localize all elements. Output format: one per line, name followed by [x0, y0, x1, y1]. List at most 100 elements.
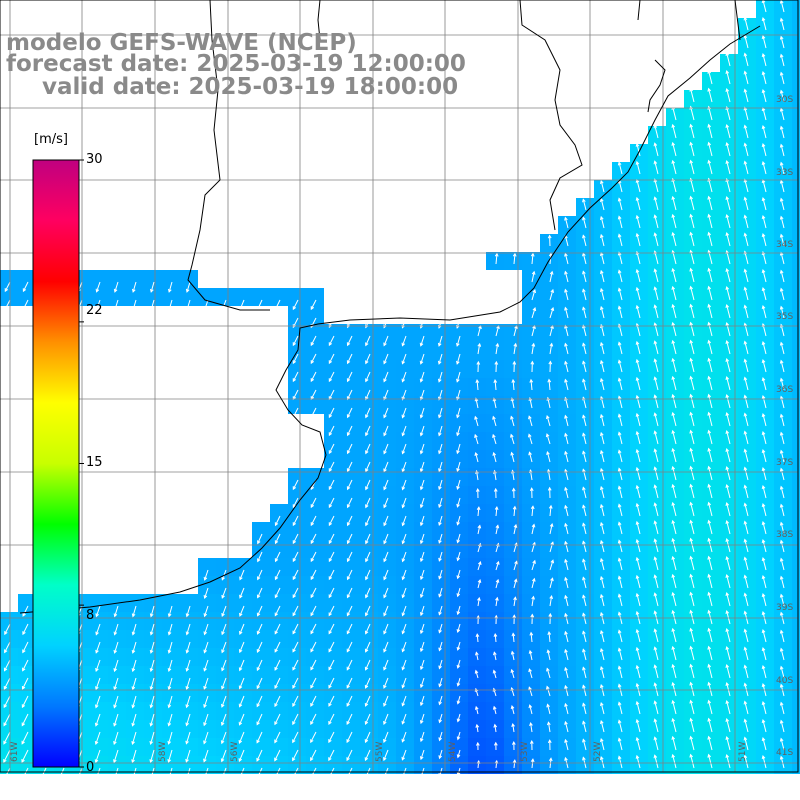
wind-arrow — [274, 587, 281, 598]
wind-arrow — [513, 597, 516, 607]
speed-cell — [414, 486, 432, 504]
wind-arrow — [654, 701, 659, 715]
wind-arrow — [310, 677, 317, 689]
wind-arrow — [564, 541, 569, 553]
speed-cell — [396, 522, 414, 540]
wind-arrowhead — [437, 396, 442, 401]
wind-arrow — [690, 682, 695, 697]
speed-cell — [792, 666, 800, 684]
wind-arrowhead — [149, 649, 154, 654]
wind-arrow — [708, 466, 713, 481]
speed-cell — [252, 612, 270, 630]
wind-arrowhead — [653, 502, 658, 507]
wind-arrowhead — [550, 306, 555, 311]
speed-cell — [162, 684, 180, 702]
wind-arrowhead — [438, 450, 442, 455]
wind-arrow — [780, 756, 785, 769]
wind-arrowhead — [292, 757, 296, 762]
wind-arrow — [564, 217, 569, 229]
speed-cell — [342, 342, 360, 360]
wind-arrow — [762, 521, 767, 535]
wind-arrow — [744, 521, 749, 535]
wind-arrow — [95, 713, 101, 726]
wind-arrow — [636, 737, 641, 751]
wind-arrow — [457, 605, 461, 615]
wind-arrowhead — [689, 429, 694, 434]
lon-label-55w: 55W — [375, 741, 385, 762]
wind-arrowhead — [131, 631, 136, 636]
wind-arrowhead — [494, 360, 499, 365]
speed-cell — [504, 360, 522, 378]
speed-cell — [486, 540, 504, 558]
wind-arrow — [475, 652, 479, 661]
wind-arrowhead — [438, 575, 442, 580]
wind-arrow — [438, 695, 443, 705]
wind-arrowhead — [513, 342, 518, 347]
speed-cell — [540, 576, 558, 594]
speed-cell — [378, 522, 396, 540]
speed-cell — [432, 684, 450, 702]
wind-speed-field — [0, 0, 800, 774]
speed-cell — [360, 324, 378, 342]
wind-arrow — [346, 695, 353, 707]
wind-arrow — [636, 575, 641, 589]
wind-arrowhead — [689, 483, 694, 488]
wind-arrow — [310, 407, 317, 418]
wind-arrow — [780, 324, 785, 337]
speed-cell — [126, 612, 144, 630]
wind-arrowhead — [185, 288, 190, 293]
wind-arrow — [618, 162, 623, 175]
speed-cell — [360, 612, 378, 630]
speed-cell — [540, 270, 558, 288]
wind-arrowhead — [635, 376, 640, 381]
wind-arrow — [726, 304, 731, 319]
wind-arrowhead — [346, 450, 351, 455]
wind-arrowhead — [401, 342, 406, 347]
wind-arrow — [744, 251, 749, 265]
wind-arrow — [513, 307, 518, 319]
wind-arrow — [150, 659, 155, 672]
wind-arrowhead — [510, 705, 515, 710]
wind-arrow — [511, 398, 515, 409]
speed-cell — [90, 288, 108, 306]
wind-arrow — [204, 605, 209, 617]
wind-arrow — [203, 659, 209, 671]
wind-arrow — [582, 649, 587, 661]
wind-arrow — [582, 739, 587, 751]
wind-arrowhead — [419, 666, 424, 671]
wind-arrowhead — [256, 721, 260, 726]
wind-arrowhead — [401, 396, 406, 401]
wind-arrow — [513, 760, 516, 769]
speed-cell — [378, 450, 396, 468]
wind-arrowhead — [582, 270, 586, 275]
wind-arrow — [654, 179, 659, 193]
speed-cell — [288, 720, 306, 738]
wind-arrow — [221, 731, 227, 744]
wind-arrowhead — [743, 214, 748, 219]
wind-arrowhead — [725, 645, 730, 651]
wind-arrowhead — [383, 739, 387, 744]
wind-arrow — [275, 515, 281, 526]
colorbar-tick-15: 15 — [86, 455, 103, 470]
wind-arrowhead — [21, 704, 26, 709]
wind-arrow — [708, 232, 713, 247]
wind-arrowhead — [401, 684, 406, 689]
wind-arrowhead — [383, 360, 387, 365]
wind-arrowhead — [564, 414, 568, 419]
speed-cell — [90, 648, 108, 666]
wind-arrowhead — [617, 305, 622, 310]
wind-arrowhead — [689, 501, 694, 506]
wind-arrow — [383, 641, 389, 652]
wind-arrowhead — [292, 306, 297, 311]
wind-arrowhead — [779, 575, 784, 580]
wind-arrowhead — [492, 451, 497, 456]
wind-arrow — [167, 767, 173, 781]
wind-arrow — [636, 341, 641, 355]
wind-arrow — [438, 443, 443, 454]
wind-arrow — [582, 505, 587, 517]
wind-arrow — [168, 677, 173, 690]
wind-arrowhead — [438, 432, 442, 437]
speed-cell — [306, 756, 324, 774]
wind-arrow — [726, 574, 731, 589]
wind-arrowhead — [95, 306, 100, 311]
